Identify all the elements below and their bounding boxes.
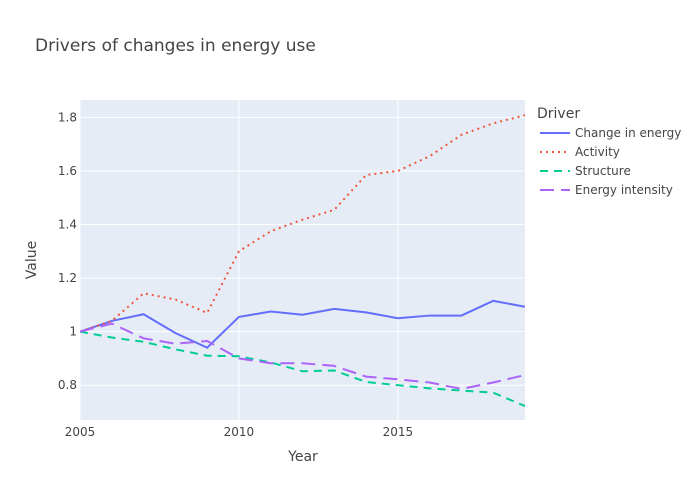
y-tick-label: 1 xyxy=(69,325,77,339)
x-tick-label: 2005 xyxy=(65,425,96,439)
legend-title: Driver xyxy=(537,106,580,122)
series-line-structure xyxy=(80,330,525,407)
legend-label: Energy intensity xyxy=(575,183,673,197)
x-axis-title: Year xyxy=(287,449,318,465)
y-tick-label: 1.6 xyxy=(58,164,77,178)
series-lines xyxy=(80,114,525,407)
tick-labels: 0.8 1 1.2 1.4 1.6 1.8 2005 2010 2015 xyxy=(58,110,413,439)
y-tick-label: 1.2 xyxy=(58,271,77,285)
series-line-energy-intensity xyxy=(80,322,525,390)
y-tick-label: 1.4 xyxy=(58,218,77,232)
series-line-activity xyxy=(80,114,525,333)
chart-title: Drivers of changes in energy use xyxy=(35,36,316,56)
y-tick-label: 1.8 xyxy=(58,110,77,124)
legend-label: Change in energy xyxy=(575,126,681,140)
gridlines xyxy=(79,100,525,420)
y-tick-label: 0.8 xyxy=(58,378,77,392)
legend-label: Structure xyxy=(575,164,631,178)
legend-label: Activity xyxy=(575,145,620,159)
series-line-change-in-energy xyxy=(80,299,525,349)
legend: Driver Change in energy Activity Structure… xyxy=(537,106,681,197)
x-tick-label: 2015 xyxy=(383,425,414,439)
y-axis-title: Value xyxy=(24,241,40,279)
plot-area xyxy=(80,100,525,420)
x-tick-label: 2010 xyxy=(224,425,255,439)
